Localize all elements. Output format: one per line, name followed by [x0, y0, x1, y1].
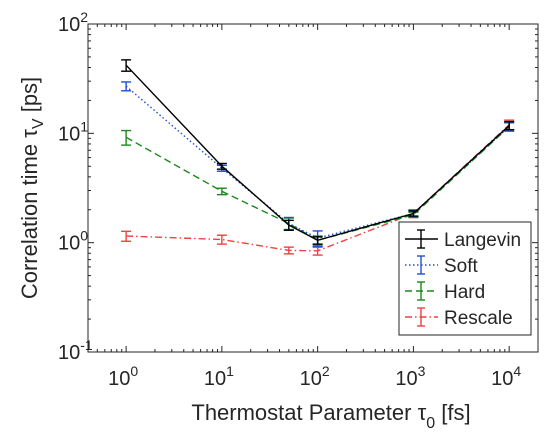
x-tick-label: 103	[395, 363, 425, 390]
legend: Langevin Soft Hard Rescale	[398, 221, 532, 336]
y-tick-label-base: 10	[58, 14, 80, 36]
x-tick-label-exp: 0	[130, 363, 138, 379]
y-tick-label-exp: 1	[80, 118, 88, 134]
x-tick-label-exp: 2	[322, 363, 330, 379]
x-tick-label-base: 10	[300, 368, 322, 390]
error-bar	[121, 129, 132, 146]
y-tick-label-exp: 0	[80, 228, 88, 244]
legend-label: Langevin	[444, 230, 521, 251]
error-bar	[408, 210, 419, 217]
error-bar	[312, 236, 323, 245]
error-bar	[216, 187, 227, 196]
error-bar	[283, 219, 294, 231]
error-bar	[216, 162, 227, 170]
error-bar	[121, 81, 132, 92]
y-tick-label: 10-1	[58, 337, 93, 364]
y-tick-label: 102	[58, 9, 88, 36]
series-line-hard	[125, 126, 510, 242]
error-bar	[216, 234, 227, 245]
error-bar	[121, 59, 132, 72]
y-tick-label: 101	[58, 118, 88, 145]
x-tick-label: 104	[491, 363, 521, 390]
x-tick-label: 101	[204, 363, 234, 390]
error-bar	[504, 120, 515, 131]
y-axis-label: Correlation time τV [ps]	[17, 77, 47, 299]
x-axis-label-main: Thermostat Parameter τ	[191, 400, 426, 425]
x-axis-label-sub: 0	[426, 415, 435, 432]
x-tick-label-base: 10	[491, 368, 513, 390]
y-tick-label-base: 10	[58, 233, 80, 255]
x-tick-label-base: 10	[204, 368, 226, 390]
legend-item-langevin: Langevin	[405, 229, 521, 251]
y-tick-label-exp: 2	[80, 9, 88, 25]
y-axis-label-main: Correlation time τ	[17, 129, 42, 299]
error-bar	[283, 246, 294, 255]
y-axis-label-sub: V	[30, 118, 47, 129]
x-tick-label: 102	[300, 363, 330, 390]
series-line-rescale	[126, 124, 510, 252]
y-tick-label-base: 10	[58, 342, 80, 364]
legend-item-rescale: Rescale	[405, 307, 513, 329]
x-tick-label-base: 10	[395, 368, 417, 390]
x-tick-label: 100	[108, 363, 138, 390]
series-layer	[121, 59, 515, 256]
x-tick-label-exp: 4	[513, 363, 521, 379]
series-langevin	[121, 59, 515, 245]
legend-label: Soft	[444, 256, 479, 277]
series-line-langevin	[125, 64, 510, 242]
x-tick-label-base: 10	[108, 368, 130, 390]
legend-item-soft: Soft	[405, 255, 479, 277]
legend-items: Langevin Soft Hard Rescale	[405, 229, 521, 329]
legend-label: Rescale	[444, 308, 513, 329]
legend-label: Hard	[444, 282, 485, 303]
x-tick-label-exp: 3	[418, 363, 426, 379]
x-axis-label: Thermostat Parameter τ0 [fs]	[191, 400, 470, 432]
y-axis-label-unit: [ps]	[17, 77, 42, 119]
x-axis-label-unit: [fs]	[435, 400, 470, 425]
error-bar	[121, 230, 132, 242]
y-tick-label-exp: -1	[80, 337, 93, 353]
legend-item-hard: Hard	[405, 281, 485, 303]
series-line-soft	[125, 85, 510, 239]
y-tick-label-base: 10	[58, 123, 80, 145]
y-tick-label: 100	[58, 228, 88, 255]
x-tick-label-exp: 1	[226, 363, 234, 379]
